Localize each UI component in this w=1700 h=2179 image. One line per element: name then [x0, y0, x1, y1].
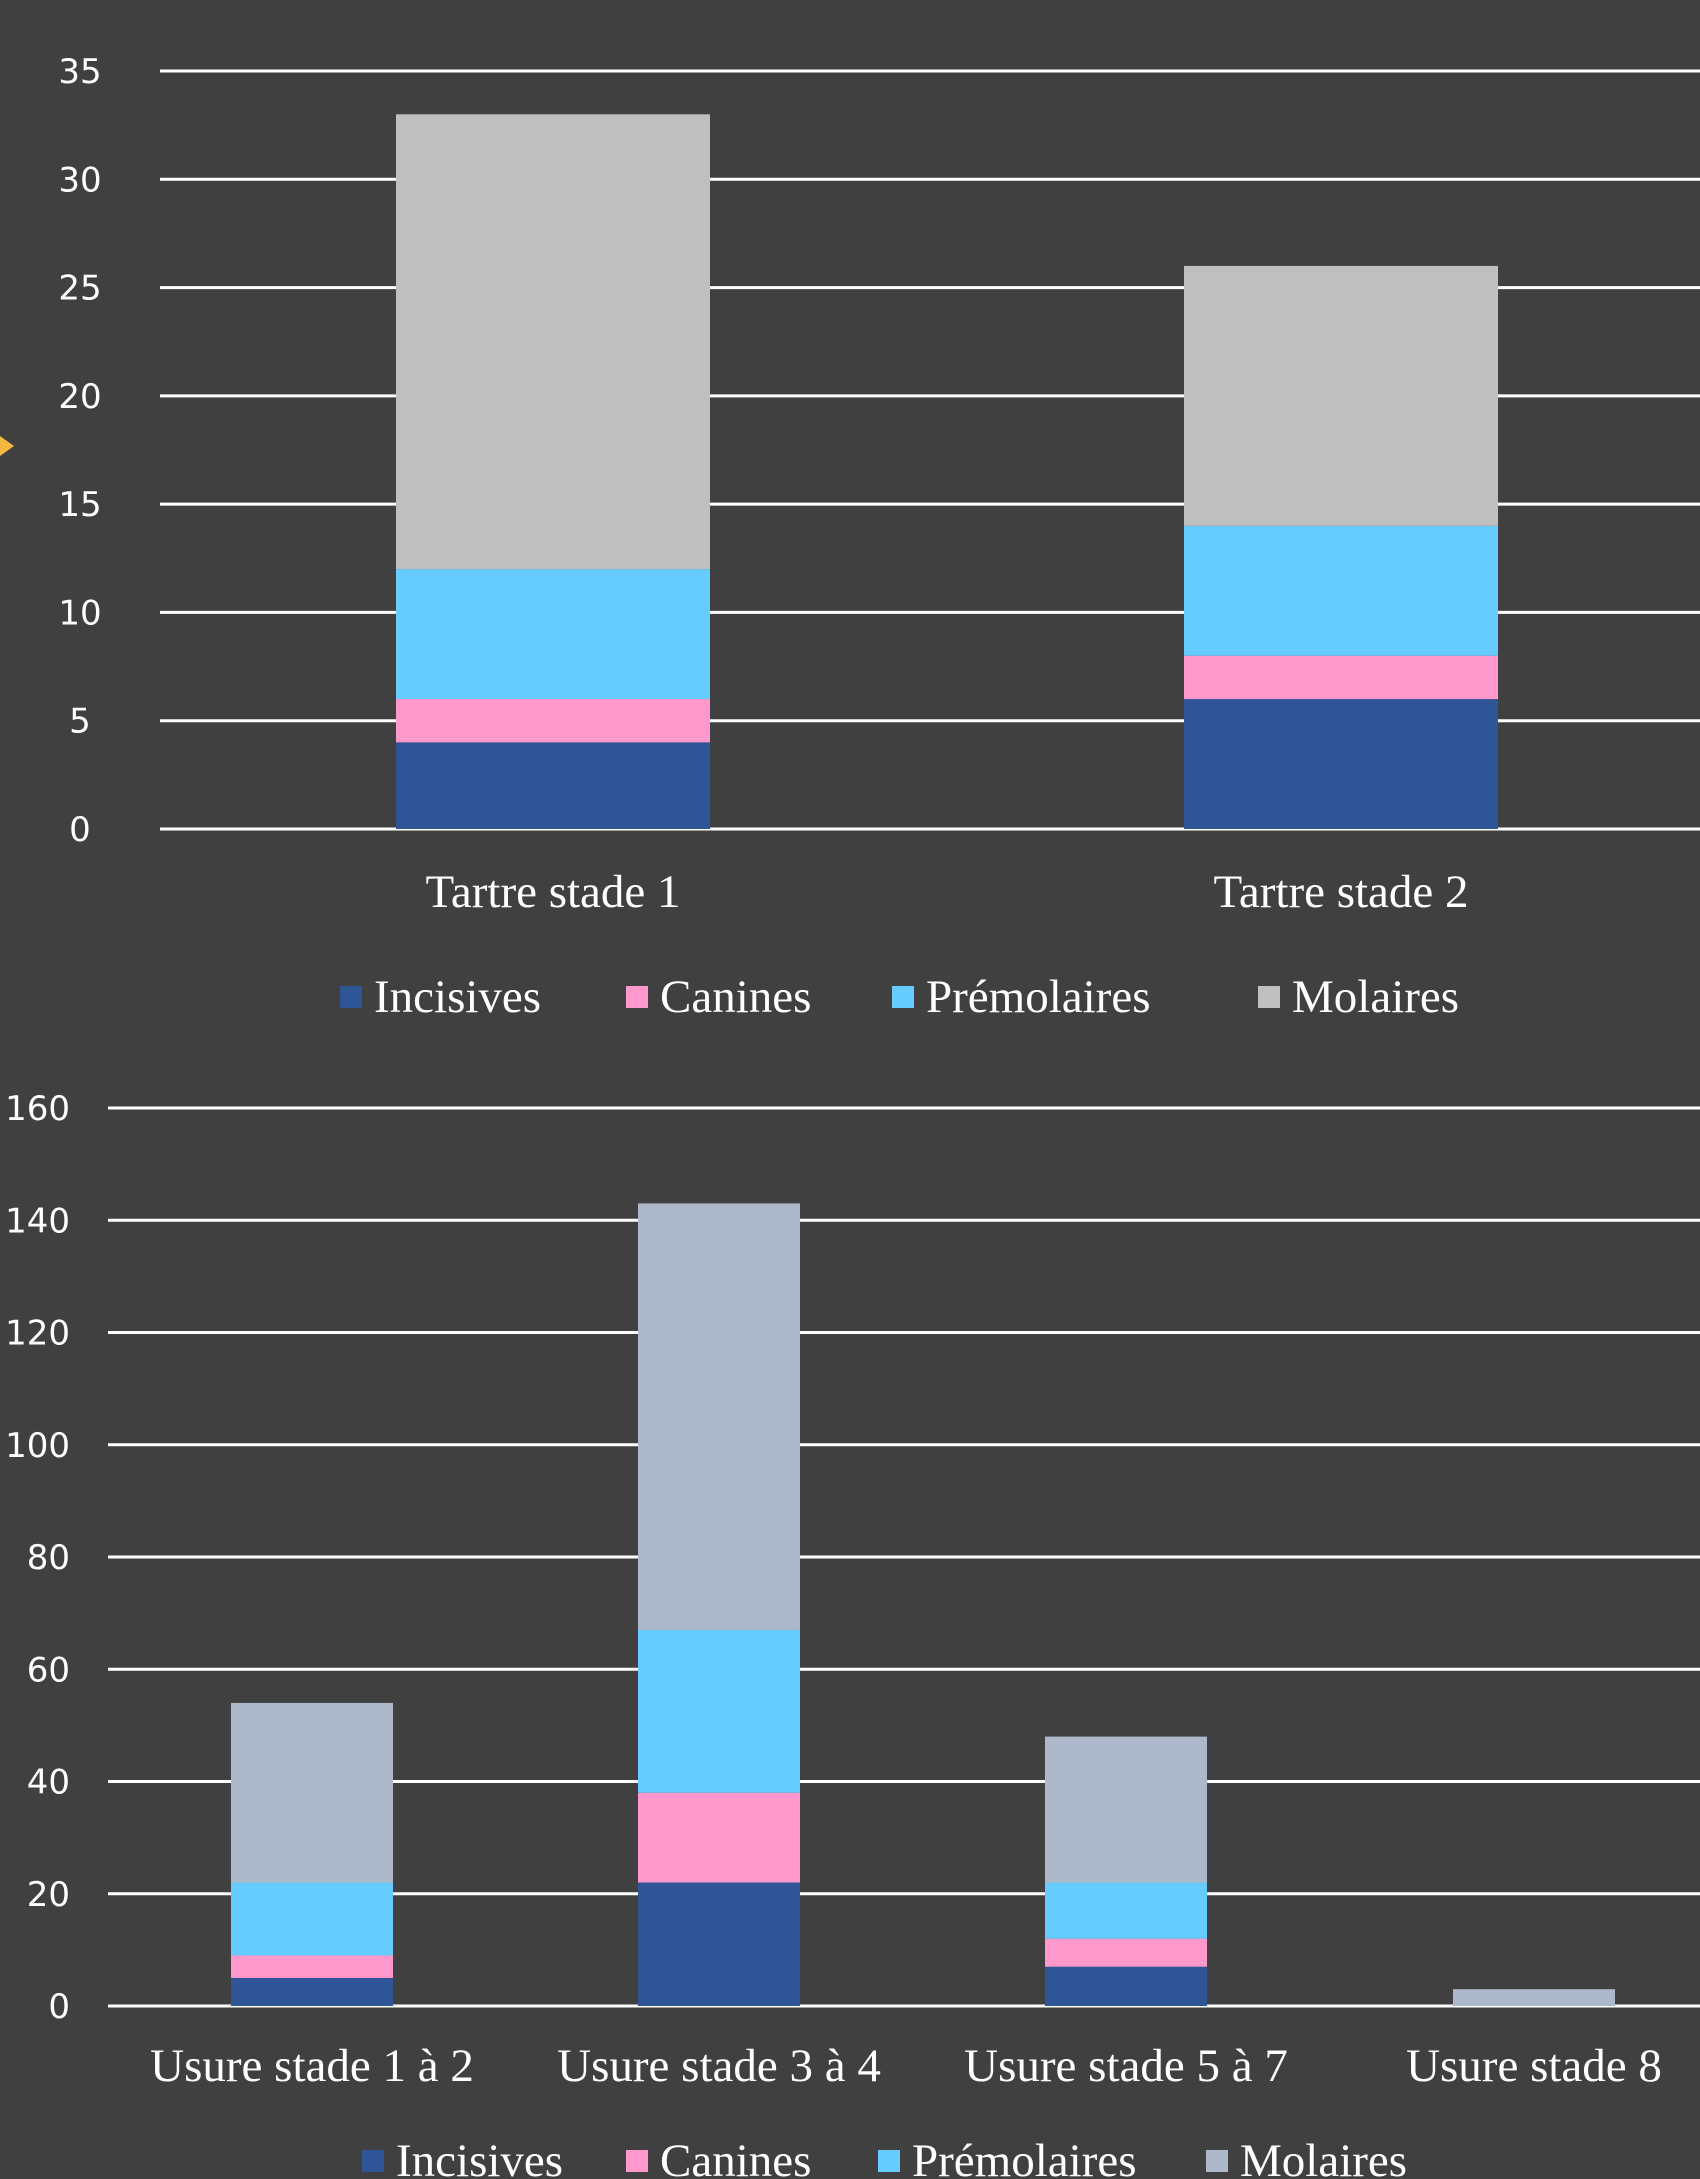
- y-tick-label: 100: [5, 1426, 70, 1466]
- arrow-icon: [0, 436, 14, 456]
- bar-segment-prémolaires: [638, 1629, 800, 1793]
- legend-swatch-incisives: [340, 986, 362, 1008]
- legend-label-molaires: Molaires: [1292, 971, 1459, 1023]
- c2-category-labels: Usure stade 1 à 2 Usure stade 3 à 4 Usure …: [150, 2040, 1662, 2092]
- bar-segment-incisives: [396, 742, 710, 829]
- y-tick-label: 120: [5, 1314, 70, 1354]
- bar-segment-canines: [396, 699, 710, 743]
- legend-swatch-molaires: [1258, 986, 1280, 1008]
- legend-swatch-molaires: [1206, 2150, 1228, 2172]
- x-category-label: Tartre stade 1: [425, 866, 680, 918]
- y-tick-label: 0: [69, 810, 91, 850]
- bar-segment-incisives: [1184, 699, 1498, 829]
- legend-label-incisives: Incisives: [374, 971, 541, 1023]
- y-tick-label: 60: [27, 1650, 70, 1690]
- legend-label-incisives: Incisives: [396, 2135, 563, 2179]
- y-tick-label: 35: [58, 52, 101, 92]
- y-tick-label: 25: [58, 269, 101, 309]
- legend-label-premolaires: Prémolaires: [926, 971, 1151, 1023]
- x-category-label: Tartre stade 2: [1213, 866, 1468, 918]
- bar-segment-prémolaires: [231, 1882, 393, 1956]
- legend-swatch-premolaires: [878, 2150, 900, 2172]
- bar-segment-molaires: [1045, 1736, 1207, 1883]
- y-tick-label: 30: [58, 160, 101, 200]
- c1-category-labels: Tartre stade 1 Tartre stade 2: [425, 866, 1468, 918]
- bar-segment-canines: [231, 1955, 393, 1978]
- x-category-label: Usure stade 1 à 2: [150, 2040, 474, 2092]
- c1-y-tick-labels: 0 5 10 15 20 25 30 35: [58, 52, 101, 850]
- c2-legend: Incisives Canines Prémolaires Molaires: [362, 2135, 1407, 2179]
- bar-segment-canines: [1045, 1938, 1207, 1967]
- y-tick-label: 160: [5, 1089, 70, 1129]
- c1-legend: Incisives Canines Prémolaires Molaires: [340, 971, 1459, 1023]
- y-tick-label: 20: [27, 1875, 70, 1915]
- y-tick-label: 140: [5, 1201, 70, 1241]
- c2-y-tick-labels: 0 20 40 60 80 100 120 140 160: [5, 1089, 70, 2027]
- y-tick-label: 15: [58, 485, 101, 525]
- c2-bars: [231, 1203, 1615, 2006]
- legend-swatch-canines: [626, 2150, 648, 2172]
- bar-segment-incisives: [231, 1977, 393, 2006]
- x-category-label: Usure stade 3 à 4: [557, 2040, 881, 2092]
- bar-segment-molaires: [396, 114, 710, 570]
- legend-swatch-incisives: [362, 2150, 384, 2172]
- bar-segment-molaires: [231, 1702, 393, 1883]
- legend-label-premolaires: Prémolaires: [912, 2135, 1137, 2179]
- legend-swatch-premolaires: [892, 986, 914, 1008]
- y-tick-label: 0: [48, 1987, 70, 2027]
- c1-bars: [396, 114, 1498, 829]
- y-tick-label: 10: [58, 593, 101, 633]
- bar-segment-incisives: [638, 1882, 800, 2006]
- y-tick-label: 5: [69, 702, 91, 742]
- bar-segment-molaires: [638, 1203, 800, 1630]
- bar-segment-prémolaires: [1045, 1882, 1207, 1939]
- y-tick-label: 80: [27, 1538, 70, 1578]
- bar-segment-canines: [1184, 655, 1498, 700]
- bar-segment-prémolaires: [1184, 525, 1498, 656]
- x-category-label: Usure stade 5 à 7: [964, 2040, 1288, 2092]
- bar-segment-molaires: [1453, 1989, 1615, 2006]
- legend-label-canines: Canines: [660, 971, 811, 1023]
- bar-segment-canines: [638, 1792, 800, 1883]
- legend-label-canines: Canines: [660, 2135, 811, 2179]
- bar-segment-incisives: [1045, 1966, 1207, 2006]
- x-category-label: Usure stade 8: [1406, 2040, 1662, 2092]
- bar-segment-molaires: [1184, 265, 1498, 526]
- legend-label-molaires: Molaires: [1240, 2135, 1407, 2179]
- y-tick-label: 40: [27, 1763, 70, 1803]
- legend-swatch-canines: [626, 986, 648, 1008]
- y-tick-label: 20: [58, 377, 101, 417]
- bar-segment-prémolaires: [396, 569, 710, 700]
